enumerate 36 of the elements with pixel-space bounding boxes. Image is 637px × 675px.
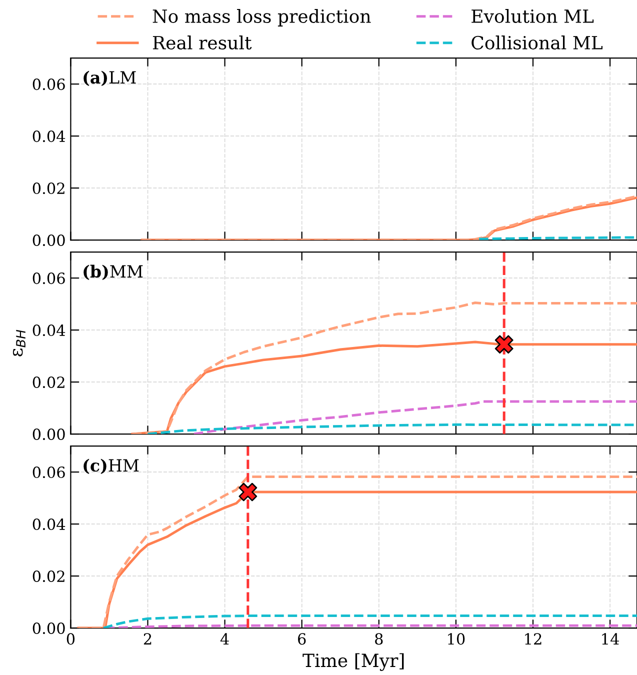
x-tick-label: 6 — [298, 633, 306, 645]
annotation: (b) — [84, 264, 108, 280]
y-tick-label: 0.06 — [32, 466, 65, 478]
y-tick-label: 0.00 — [32, 234, 65, 246]
annotation: HM — [108, 459, 139, 472]
y-tick-label: 0.02 — [32, 376, 64, 388]
annotation: (a) — [84, 70, 108, 86]
legend-label: Evolution ML — [472, 9, 594, 24]
y-tick-label: 0.02 — [32, 182, 64, 194]
x-tick-label: 0 — [66, 633, 75, 645]
y-tick-label: 0.04 — [32, 130, 66, 142]
line-series — [146, 423, 637, 434]
legend-label: Collisional ML — [472, 36, 602, 50]
y-tick-label: 0.06 — [32, 272, 65, 284]
annotation: (c) — [84, 458, 106, 474]
annotation: LM — [109, 71, 136, 84]
y-tick-label: 0.02 — [32, 570, 64, 582]
y-axis-title: ε$_{BH}$ — [12, 330, 26, 356]
annotation: MM — [110, 265, 143, 278]
y-tick-label: 0.06 — [32, 78, 65, 90]
x-tick-label: 2 — [144, 633, 152, 644]
y-tick-label: 0.04 — [32, 518, 66, 530]
line-series — [102, 614, 637, 628]
y-tick-label: 0.00 — [32, 428, 65, 440]
line-series — [192, 400, 637, 434]
y-tick-label: 0.00 — [32, 622, 65, 634]
line-series — [131, 301, 637, 434]
x-tick-label: 10 — [448, 633, 465, 645]
x-tick-label: 8 — [375, 633, 383, 645]
x-tick-label: 4 — [220, 633, 229, 644]
y-tick-label: 0.04 — [32, 324, 66, 336]
x-tick-label: 12 — [525, 633, 542, 644]
legend-label: Real result — [152, 36, 252, 50]
legend-label: No mass loss prediction — [152, 9, 371, 26]
x-axis-title: Time [Myr] — [302, 653, 404, 671]
x-tick-label: 14 — [602, 633, 619, 644]
